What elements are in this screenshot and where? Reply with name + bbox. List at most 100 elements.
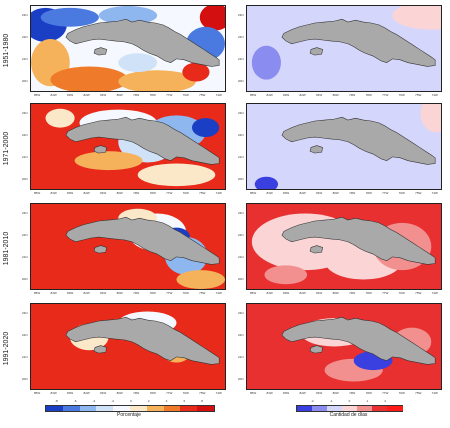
lon-tick-labels: 85W 84W 83W 82W 81W 80W 79W 78W 77W 76W 75W 74W <box>250 191 438 195</box>
colorbar-segment <box>372 406 388 411</box>
lon-tick-label: 83W <box>67 191 74 195</box>
map-canvas <box>247 304 441 389</box>
lon-tick-label: 78W <box>365 391 372 395</box>
anomaly-region <box>45 108 75 128</box>
lat-tick-label: 20N <box>22 79 28 83</box>
cuba-island <box>65 316 220 365</box>
lon-tick-label: 78W <box>149 291 156 295</box>
lon-tick-label: 81W <box>100 391 107 395</box>
lon-tick-label: 83W <box>67 291 74 295</box>
row-label-2: 1971-2000 <box>0 103 14 193</box>
lat-tick-label: 22N <box>22 233 28 237</box>
map-panel-r4-c1 <box>30 303 226 390</box>
lon-tick-labels: 85W 84W 83W 82W 81W 80W 79W 78W 77W 76W 75W 74W <box>34 391 222 395</box>
row-label-3: 1981-2010 <box>0 203 14 293</box>
colorbar-tick-label: 0 <box>130 399 132 403</box>
colorbar-tick-label: 4 <box>165 399 168 403</box>
map-canvas <box>31 304 225 389</box>
colorbar-tick-label: -1 <box>329 399 333 403</box>
lat-tick-label: 22N <box>238 333 244 337</box>
lon-tick-label: 83W <box>283 291 290 295</box>
lon-tick-label: 75W <box>415 291 422 295</box>
lon-tick-label: 78W <box>149 93 156 97</box>
lat-tick-label: 21N <box>22 355 28 359</box>
isla-de-la-juventud <box>309 345 323 354</box>
row-label-1-text: 1951-1980 <box>3 33 11 67</box>
cuba-island <box>65 18 220 67</box>
lat-tick-label: 21N <box>22 155 28 159</box>
lon-tick-label: 85W <box>34 391 41 395</box>
lon-tick-label: 79W <box>349 93 356 97</box>
lon-tick-label: 76W <box>182 93 189 97</box>
lon-tick-label: 85W <box>250 191 257 195</box>
anomaly-region <box>74 151 143 171</box>
lon-tick-label: 85W <box>250 291 257 295</box>
lat-tick-label: 22N <box>238 133 244 137</box>
lon-tick-label: 75W <box>415 93 422 97</box>
lon-tick-label: 81W <box>100 291 107 295</box>
lat-tick-label: 22N <box>238 35 244 39</box>
lon-tick-label: 77W <box>166 191 173 195</box>
lon-tick-label: 77W <box>166 93 173 97</box>
days-colorbar-ticks: -2 -1 0 1 2 <box>311 399 386 403</box>
lon-tick-label: 79W <box>349 391 356 395</box>
anomaly-region <box>118 53 158 73</box>
map-panel-r2-c2 <box>246 103 442 190</box>
lat-tick-label: 20N <box>22 277 28 281</box>
anomaly-region <box>199 6 225 31</box>
anomaly-region <box>182 62 210 82</box>
lat-tick-label: 20N <box>22 377 28 381</box>
lon-tick-label: 79W <box>133 391 140 395</box>
map-panel-r1-c2 <box>246 5 442 92</box>
cuba-island <box>281 116 436 165</box>
lat-tick-label: 20N <box>238 79 244 83</box>
lon-tick-label: 77W <box>382 191 389 195</box>
map-canvas <box>247 204 441 289</box>
map-canvas <box>31 204 225 289</box>
lon-tick-label: 78W <box>149 191 156 195</box>
row-label-4: 1991-2020 <box>0 303 14 393</box>
colorbar-tick-label: 2 <box>384 399 386 403</box>
lon-tick-label: 82W <box>83 93 90 97</box>
map-canvas <box>247 6 441 91</box>
isla-de-la-juventud <box>309 47 323 56</box>
cuba-island <box>65 116 220 165</box>
days-colorbar <box>296 405 403 412</box>
colorbar-segment <box>197 406 215 411</box>
isla-de-la-juventud <box>93 345 107 354</box>
lon-tick-label: 82W <box>83 291 90 295</box>
isla-de-la-juventud <box>309 245 323 254</box>
lon-tick-label: 80W <box>116 191 123 195</box>
lon-tick-label: 79W <box>349 291 356 295</box>
lon-tick-label: 84W <box>266 291 273 295</box>
lon-tick-label: 74W <box>431 291 438 295</box>
lon-tick-label: 85W <box>34 93 41 97</box>
cuba-island <box>65 216 220 265</box>
colorbar-tick-label: -8 <box>55 399 58 403</box>
lon-tick-label: 80W <box>116 93 123 97</box>
lat-tick-label: 23N <box>22 111 28 115</box>
lon-tick-label: 79W <box>133 93 140 97</box>
lon-tick-label: 84W <box>266 93 273 97</box>
colorbar-segment <box>46 406 64 411</box>
colorbar-segment <box>387 406 403 411</box>
lat-tick-label: 21N <box>22 57 28 61</box>
row-label-2-text: 1971-2000 <box>3 131 11 165</box>
cuba-island <box>281 216 436 265</box>
lon-tick-label: 75W <box>199 93 206 97</box>
cuba-island <box>281 18 436 67</box>
lon-tick-label: 83W <box>67 93 74 97</box>
map-panel-r2-c1 <box>30 103 226 190</box>
isla-de-la-juventud <box>93 245 107 254</box>
lon-tick-label: 77W <box>382 391 389 395</box>
lon-tick-label: 83W <box>283 391 290 395</box>
anomaly-region <box>251 45 281 80</box>
percent-colorbar-ticks: -8 -6 -4 -2 0 2 4 6 8 <box>55 399 203 403</box>
percent-colorbar-title: Porcentaje <box>117 412 141 418</box>
colorbar-segment <box>113 406 131 411</box>
map-canvas <box>31 104 225 189</box>
lon-tick-label: 76W <box>182 391 189 395</box>
map-panel-r3-c1 <box>30 203 226 290</box>
lon-tick-label: 80W <box>116 391 123 395</box>
colorbar-segment <box>130 406 148 411</box>
